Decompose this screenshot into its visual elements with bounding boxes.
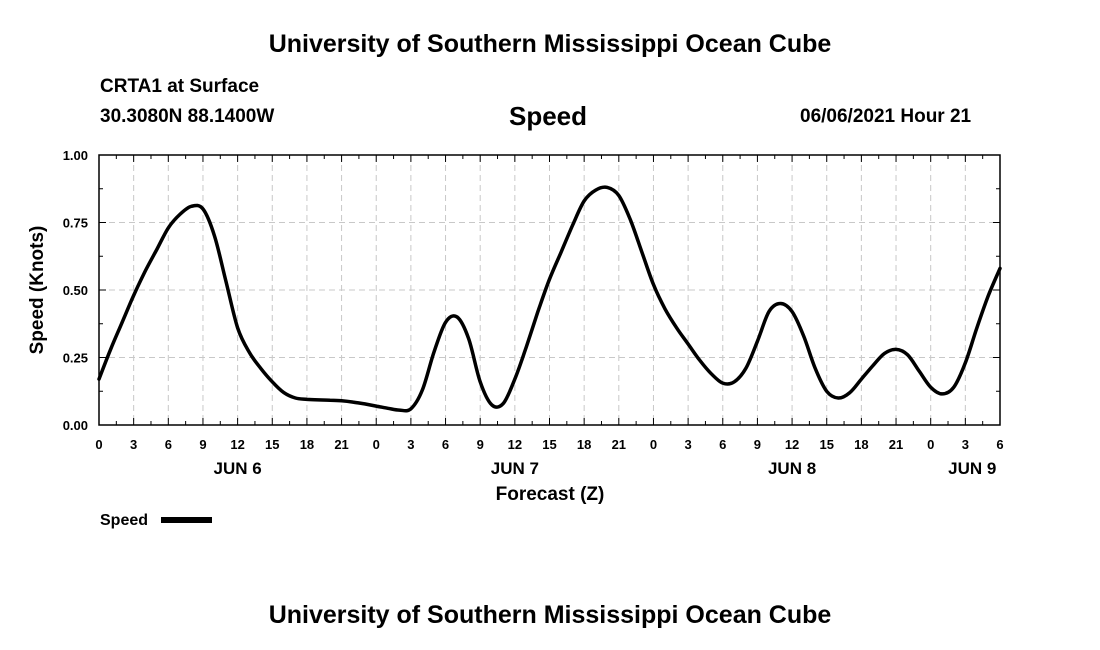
- x-tick-label: 3: [407, 437, 414, 452]
- date-label: JUN 9: [948, 459, 996, 478]
- x-tick-label: 15: [265, 437, 279, 452]
- x-tick-label: 0: [650, 437, 657, 452]
- y-tick-label: 0.50: [63, 283, 88, 298]
- x-tick-label: 0: [373, 437, 380, 452]
- coordinates-label: 30.3080N 88.1400W: [100, 106, 275, 127]
- x-tick-label: 6: [719, 437, 726, 452]
- date-label: JUN 8: [768, 459, 816, 478]
- x-tick-label: 9: [477, 437, 484, 452]
- page-title-top: University of Southern Mississippi Ocean…: [268, 30, 832, 58]
- speed-series-line: [97, 185, 1002, 413]
- chart-grid: [99, 155, 1000, 425]
- x-tick-label: 12: [785, 437, 799, 452]
- y-tick-label: 0.25: [63, 351, 88, 366]
- x-tick-label: 21: [334, 437, 348, 452]
- y-tick-label: 1.00: [63, 148, 88, 163]
- x-tick-label: 0: [927, 437, 934, 452]
- x-tick-label: 3: [684, 437, 691, 452]
- y-tick-label: 0.00: [63, 418, 88, 433]
- timestamp-label: 06/06/2021 Hour 21: [800, 106, 972, 127]
- x-tick-label: 9: [199, 437, 206, 452]
- y-tick-labels: 0.00 0.25 0.50 0.75 1.00: [63, 148, 88, 433]
- date-label: JUN 6: [214, 459, 262, 478]
- y-tick-label: 0.75: [63, 216, 88, 231]
- plot-frame: [98, 154, 1001, 426]
- x-tick-label: 12: [508, 437, 522, 452]
- x-tick-label: 18: [300, 437, 314, 452]
- x-tick-labels: 0 3 6 9 12 15 18 21 0 3 6 9 12 15 18 21 0 3 6 9 12 15 18 21 0 3 6: [95, 437, 1003, 452]
- x-tick-label: 15: [542, 437, 556, 452]
- x-tick-label: 18: [577, 437, 591, 452]
- x-axis-title: Forecast (Z): [496, 484, 605, 505]
- x-tick-label: 21: [612, 437, 626, 452]
- x-tick-label: 12: [230, 437, 244, 452]
- x-tick-label: 9: [754, 437, 761, 452]
- legend: Speed: [100, 512, 212, 529]
- legend-label: Speed: [100, 512, 148, 529]
- x-tick-label: 6: [442, 437, 449, 452]
- x-tick-label: 6: [165, 437, 172, 452]
- chart-title: Speed: [509, 101, 588, 131]
- date-label: JUN 7: [491, 459, 539, 478]
- y-axis-title: Speed (Knots): [27, 226, 48, 355]
- x-tick-label: 0: [95, 437, 102, 452]
- x-tick-label: 21: [889, 437, 903, 452]
- x-tick-label: 15: [819, 437, 833, 452]
- x-tick-label: 3: [130, 437, 137, 452]
- x-tick-label: 18: [854, 437, 868, 452]
- date-labels: JUN 6 JUN 7 JUN 8 JUN 9: [214, 459, 997, 478]
- page-title-bottom: University of Southern Mississippi Ocean…: [268, 601, 832, 629]
- x-tick-label: 3: [962, 437, 969, 452]
- station-label: CRTA1 at Surface: [100, 76, 260, 97]
- x-tick-label: 6: [996, 437, 1003, 452]
